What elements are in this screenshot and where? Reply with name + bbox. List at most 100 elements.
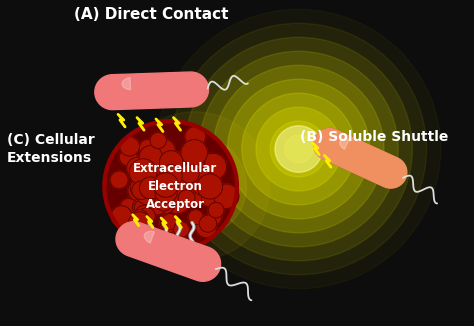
Polygon shape xyxy=(95,72,209,110)
Circle shape xyxy=(210,196,225,211)
Text: (C) Cellular
Extensions: (C) Cellular Extensions xyxy=(7,133,95,165)
Circle shape xyxy=(137,164,157,184)
Circle shape xyxy=(150,132,166,149)
Circle shape xyxy=(147,174,175,201)
Circle shape xyxy=(170,177,187,194)
Polygon shape xyxy=(137,118,144,130)
Circle shape xyxy=(173,163,201,191)
Polygon shape xyxy=(144,231,155,243)
Circle shape xyxy=(207,210,222,225)
Circle shape xyxy=(154,163,176,184)
Circle shape xyxy=(165,189,190,214)
Circle shape xyxy=(146,140,167,161)
Circle shape xyxy=(178,190,195,206)
Polygon shape xyxy=(95,72,209,110)
Circle shape xyxy=(139,145,163,169)
Circle shape xyxy=(242,93,356,205)
Polygon shape xyxy=(116,222,220,281)
Circle shape xyxy=(104,121,237,251)
Polygon shape xyxy=(118,114,125,127)
Circle shape xyxy=(159,151,183,174)
Circle shape xyxy=(139,182,155,198)
Circle shape xyxy=(134,199,154,218)
Circle shape xyxy=(163,176,186,199)
Polygon shape xyxy=(173,118,181,130)
Circle shape xyxy=(161,154,228,219)
Polygon shape xyxy=(133,215,139,226)
Circle shape xyxy=(120,137,139,156)
Polygon shape xyxy=(122,78,130,90)
Circle shape xyxy=(160,175,183,198)
Circle shape xyxy=(160,214,179,232)
Circle shape xyxy=(139,177,162,199)
Circle shape xyxy=(155,190,175,210)
Circle shape xyxy=(127,157,148,179)
Circle shape xyxy=(120,198,137,215)
Circle shape xyxy=(170,163,193,185)
Circle shape xyxy=(199,215,217,232)
Text: (B) Soluble Shuttle: (B) Soluble Shuttle xyxy=(300,130,449,144)
Circle shape xyxy=(118,112,270,261)
Circle shape xyxy=(132,197,154,218)
Circle shape xyxy=(161,178,177,194)
Circle shape xyxy=(180,179,207,206)
Polygon shape xyxy=(161,218,167,229)
Circle shape xyxy=(186,152,205,171)
Polygon shape xyxy=(156,119,163,132)
Circle shape xyxy=(159,215,174,230)
Circle shape xyxy=(284,135,313,163)
Circle shape xyxy=(138,208,155,224)
Circle shape xyxy=(157,167,184,194)
Circle shape xyxy=(156,173,183,200)
Circle shape xyxy=(145,192,168,215)
Circle shape xyxy=(214,184,239,209)
Circle shape xyxy=(200,153,227,180)
Circle shape xyxy=(171,23,427,275)
Polygon shape xyxy=(314,128,407,188)
Circle shape xyxy=(154,139,175,161)
Circle shape xyxy=(165,223,186,244)
Circle shape xyxy=(154,173,178,197)
Circle shape xyxy=(256,107,341,191)
Circle shape xyxy=(128,212,151,233)
Circle shape xyxy=(158,179,185,206)
Circle shape xyxy=(197,174,223,199)
Circle shape xyxy=(130,174,157,201)
Circle shape xyxy=(185,37,412,261)
Circle shape xyxy=(136,205,152,221)
Circle shape xyxy=(133,221,156,244)
Circle shape xyxy=(185,126,206,147)
Circle shape xyxy=(197,167,220,190)
Circle shape xyxy=(196,217,217,238)
Polygon shape xyxy=(324,156,331,167)
Circle shape xyxy=(110,171,128,189)
Circle shape xyxy=(134,165,163,193)
Circle shape xyxy=(165,165,185,185)
Circle shape xyxy=(111,206,132,226)
Circle shape xyxy=(180,164,199,183)
Circle shape xyxy=(155,181,177,203)
Circle shape xyxy=(153,160,172,179)
Circle shape xyxy=(128,180,149,201)
Circle shape xyxy=(186,142,204,160)
Circle shape xyxy=(158,174,186,201)
Polygon shape xyxy=(175,216,182,228)
Circle shape xyxy=(159,183,184,208)
Circle shape xyxy=(270,121,327,177)
Circle shape xyxy=(150,163,167,180)
Circle shape xyxy=(201,191,218,207)
Polygon shape xyxy=(312,143,319,155)
Text: Extracellular
Electron
Acceptor: Extracellular Electron Acceptor xyxy=(133,162,218,211)
Circle shape xyxy=(139,139,156,156)
Circle shape xyxy=(208,202,224,218)
Circle shape xyxy=(130,210,149,228)
Circle shape xyxy=(181,140,208,166)
Circle shape xyxy=(199,51,398,247)
Circle shape xyxy=(155,193,173,211)
Circle shape xyxy=(193,178,221,205)
Polygon shape xyxy=(147,216,153,228)
Circle shape xyxy=(155,195,175,214)
Circle shape xyxy=(129,159,157,186)
Circle shape xyxy=(191,171,217,196)
Circle shape xyxy=(188,210,203,225)
